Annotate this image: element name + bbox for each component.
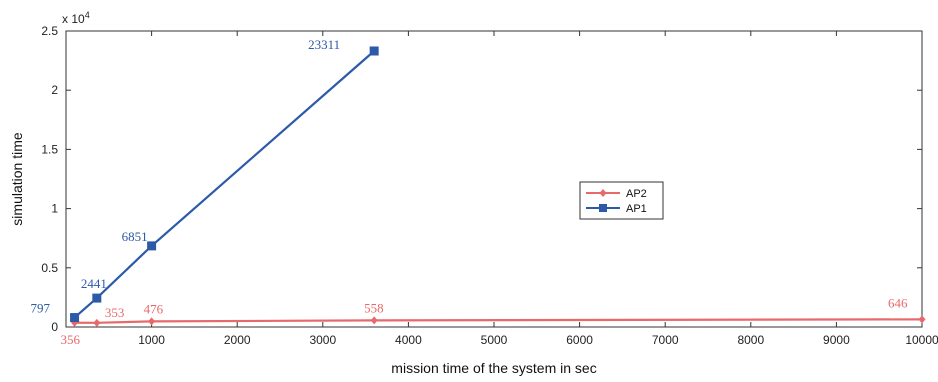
x-tick-label: 10000 bbox=[905, 333, 938, 347]
legend-label: AP2 bbox=[626, 188, 647, 200]
y-tick-label: 1 bbox=[51, 202, 58, 216]
x-tick-label: 2000 bbox=[224, 333, 251, 347]
data-point bbox=[370, 316, 378, 325]
x-axis: 1000 2000 3000 4000 5000 6000 7000 8000 9000 1000… bbox=[138, 31, 938, 347]
y-axis-label: simulation time bbox=[9, 132, 25, 226]
data-point bbox=[148, 317, 156, 326]
data-label: 356 bbox=[61, 332, 81, 347]
data-point bbox=[369, 46, 379, 56]
x-tick-label: 8000 bbox=[737, 333, 764, 347]
legend-box bbox=[579, 181, 664, 220]
plot-area-frame bbox=[65, 30, 923, 328]
series-line-ap2 bbox=[74, 318, 923, 324]
x-axis-label: mission time of the system in sec bbox=[391, 360, 596, 376]
series-ap1: 797 2441 6851 23311 bbox=[31, 37, 379, 323]
data-label: 23311 bbox=[308, 37, 340, 52]
legend-marker bbox=[599, 204, 607, 212]
data-point bbox=[92, 293, 102, 303]
data-point bbox=[93, 318, 101, 327]
y-tick-label: 0 bbox=[51, 320, 58, 334]
data-label: 476 bbox=[144, 301, 164, 316]
x-tick-label: 9000 bbox=[823, 333, 850, 347]
series-line-ap1 bbox=[73, 50, 375, 319]
data-label: 646 bbox=[888, 295, 908, 310]
y-tick-label: 2 bbox=[51, 83, 58, 97]
data-point bbox=[70, 313, 80, 323]
x-tick-label: 7000 bbox=[652, 333, 679, 347]
legend-marker bbox=[599, 189, 607, 197]
series-ap2: 356 353 476 558 646 bbox=[61, 295, 926, 347]
y-tick-label: 0.5 bbox=[41, 261, 58, 275]
data-label: 797 bbox=[31, 301, 51, 316]
x-tick-label: 1000 bbox=[138, 333, 165, 347]
data-label: 2441 bbox=[81, 276, 107, 291]
data-label: 558 bbox=[364, 300, 384, 315]
legend-entry-ap2: AP2 bbox=[586, 188, 647, 200]
data-point bbox=[918, 315, 926, 324]
data-label: 353 bbox=[105, 305, 125, 320]
y-multiplier-label: x 104 bbox=[62, 10, 90, 26]
legend-label: AP1 bbox=[626, 203, 647, 215]
x-tick-label: 3000 bbox=[309, 333, 336, 347]
x-tick-label: 6000 bbox=[566, 333, 593, 347]
series-layer: 356 353 476 558 646 797 2441 6851 23311 bbox=[31, 37, 926, 347]
legend-entry-ap1: AP1 bbox=[586, 203, 647, 215]
x-tick-label: 5000 bbox=[481, 333, 508, 347]
y-tick-label: 1.5 bbox=[41, 142, 58, 156]
x-tick-label: 4000 bbox=[395, 333, 422, 347]
y-axis: 0 0.5 1 1.5 2 2.5 bbox=[41, 24, 922, 334]
data-label: 6851 bbox=[122, 229, 148, 244]
y-tick-label: 2.5 bbox=[41, 24, 58, 38]
data-point bbox=[147, 241, 157, 251]
